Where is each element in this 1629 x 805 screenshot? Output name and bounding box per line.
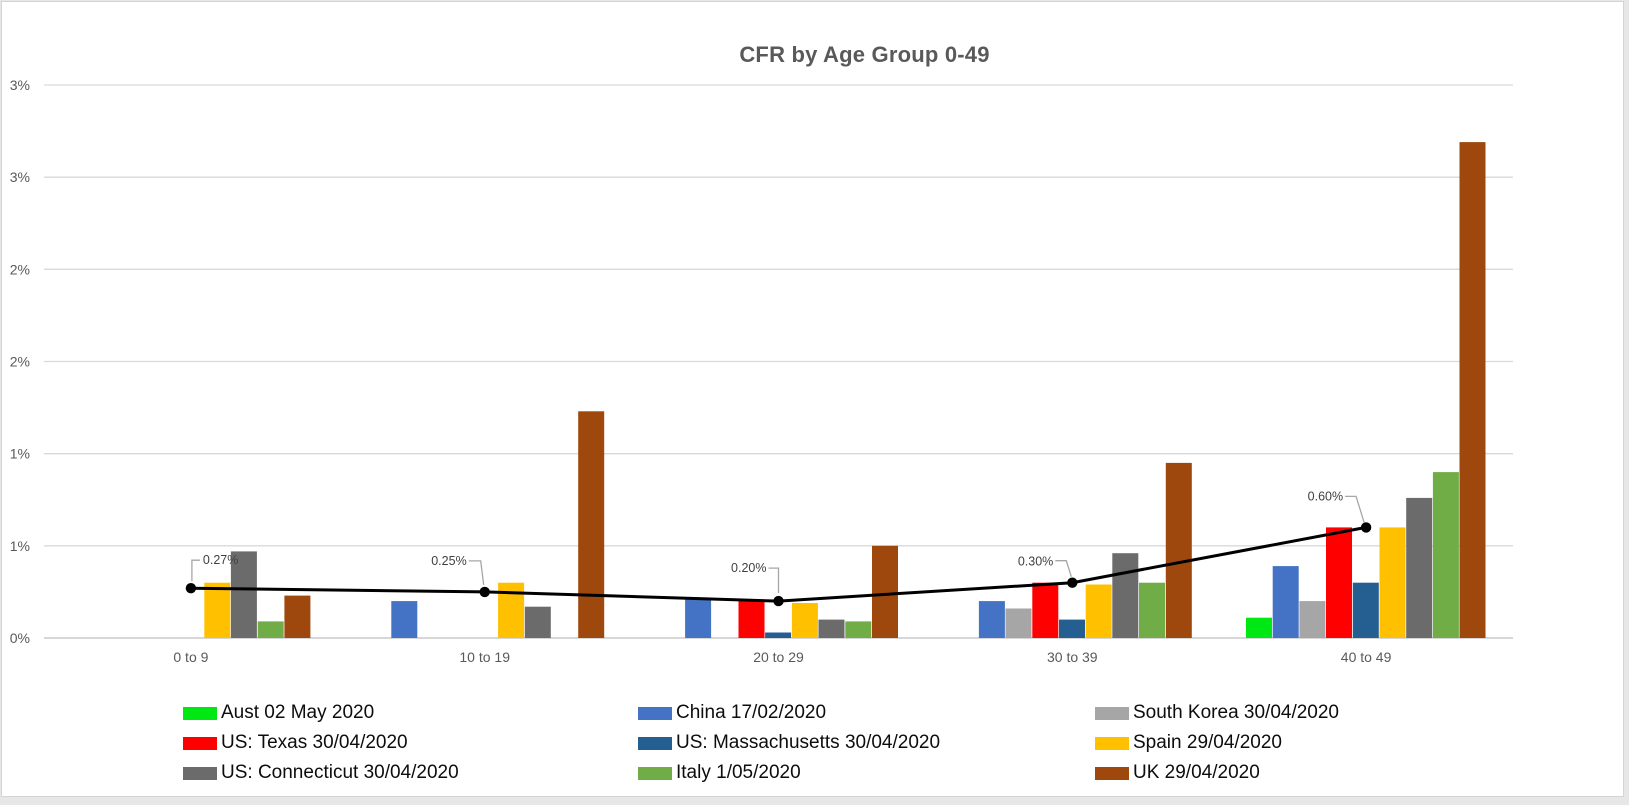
y-tick-label: 2% (10, 261, 30, 277)
bar (1112, 553, 1139, 638)
bar (204, 582, 231, 638)
legend-label: Spain 29/04/2020 (1133, 732, 1282, 753)
legend-swatch-icon (1095, 736, 1129, 750)
legend-label: Aust 02 May 2020 (221, 702, 375, 723)
data-point-marker (773, 595, 784, 607)
legend-item-9: UK 29/04/2020 (1095, 762, 1339, 784)
data-label: 0.25% (431, 554, 466, 568)
chart-legend: Aust 02 May 2020 China 17/02/2020 South Ko… (183, 698, 1339, 788)
bar (685, 599, 712, 638)
legend-item-2: China 17/02/2020 (638, 702, 1095, 724)
data-label-leader (1055, 560, 1072, 577)
y-tick-label: 1% (10, 446, 30, 462)
x-category-label: 10 to 19 (459, 649, 510, 665)
bar (1432, 472, 1459, 638)
y-tick-label: 2% (10, 354, 30, 370)
legend-item-6: Spain 29/04/2020 (1095, 732, 1339, 754)
bar (1406, 497, 1433, 638)
bar (1246, 617, 1272, 638)
x-category-label: 40 to 49 (1341, 649, 1392, 665)
bar (1459, 142, 1486, 638)
bar (1352, 582, 1379, 638)
bar (791, 603, 818, 638)
bar (1032, 582, 1059, 638)
x-category-label: 30 to 39 (1047, 649, 1098, 665)
bar (391, 601, 418, 638)
bar (1139, 582, 1165, 638)
data-point-marker (1360, 522, 1372, 533)
legend-swatch-icon (1095, 766, 1129, 780)
bar (284, 595, 311, 638)
legend-swatch-icon (638, 766, 672, 780)
bar (1005, 608, 1032, 638)
data-label-leader (191, 559, 200, 582)
bar (978, 601, 1005, 638)
legend-label: US: Massachusetts 30/04/2020 (676, 732, 941, 753)
legend-label: UK 29/04/2020 (1133, 762, 1260, 783)
legend-swatch-icon (638, 736, 672, 750)
chart-title: CFR by Age Group 0-49 (739, 42, 990, 67)
legend-label: US: Texas 30/04/2020 (221, 732, 408, 753)
bar (738, 601, 765, 638)
bar (1299, 601, 1326, 638)
bar (1085, 584, 1112, 638)
x-category-label: 0 to 9 (173, 649, 208, 665)
y-tick-label: 0% (10, 630, 30, 646)
data-label: 0.30% (1018, 555, 1053, 569)
legend-item-7: US: Connecticut 30/04/2020 (183, 762, 638, 784)
data-point-marker (1067, 577, 1078, 588)
legend-label: Italy 1/05/2020 (676, 762, 801, 783)
bar (578, 411, 605, 638)
bar (818, 619, 845, 638)
data-label: 0.27% (203, 553, 238, 567)
bar (1379, 527, 1406, 638)
legend-swatch-icon (1095, 706, 1129, 720)
legend-swatch-icon (183, 766, 217, 780)
x-category-label: 20 to 29 (753, 649, 804, 665)
bar (230, 551, 257, 638)
bar (845, 621, 872, 638)
legend-item-5: US: Massachusetts 30/04/2020 (638, 732, 1095, 754)
bar (1326, 527, 1352, 638)
data-label-leader (468, 560, 485, 585)
data-label: 0.20% (731, 561, 766, 575)
legend-item-3: South Korea 30/04/2020 (1095, 702, 1339, 724)
bar (257, 621, 284, 638)
data-label: 0.60% (1308, 489, 1343, 503)
data-label-leader (1345, 495, 1365, 523)
data-point-marker (479, 586, 490, 598)
y-tick-label: 3% (10, 77, 30, 93)
y-tick-label: 3% (10, 169, 30, 185)
legend-label: South Korea 30/04/2020 (1133, 702, 1340, 723)
legend-label: US: Connecticut 30/04/2020 (221, 762, 459, 783)
legend-swatch-icon (183, 706, 217, 720)
bar (524, 606, 551, 638)
legend-label: China 17/02/2020 (676, 702, 827, 723)
legend-item-8: Italy 1/05/2020 (638, 762, 1095, 784)
legend-item-4: US: Texas 30/04/2020 (183, 732, 638, 754)
data-point-marker (185, 583, 197, 594)
bar (1272, 566, 1299, 638)
legend-swatch-icon (183, 736, 217, 750)
legend-item-1: Aust 02 May 2020 (183, 702, 638, 724)
bar (872, 545, 898, 638)
y-tick-label: 1% (10, 538, 30, 554)
data-label-leader (768, 567, 780, 594)
legend-swatch-icon (638, 706, 672, 720)
bar (1165, 462, 1192, 638)
bar (765, 632, 792, 638)
bar (1059, 619, 1085, 638)
